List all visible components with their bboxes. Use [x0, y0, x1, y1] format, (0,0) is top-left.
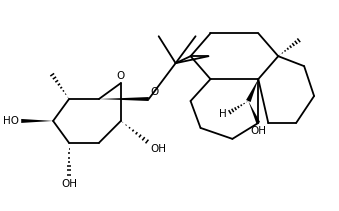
Polygon shape: [246, 79, 258, 102]
Polygon shape: [99, 97, 149, 101]
Text: OH: OH: [151, 144, 167, 154]
Text: H: H: [219, 109, 226, 119]
Text: O: O: [117, 71, 125, 81]
Text: OH: OH: [250, 126, 266, 136]
Polygon shape: [248, 101, 260, 124]
Text: HO: HO: [3, 116, 19, 126]
Text: OH: OH: [61, 179, 77, 189]
Text: O: O: [151, 87, 159, 97]
Polygon shape: [21, 119, 53, 123]
